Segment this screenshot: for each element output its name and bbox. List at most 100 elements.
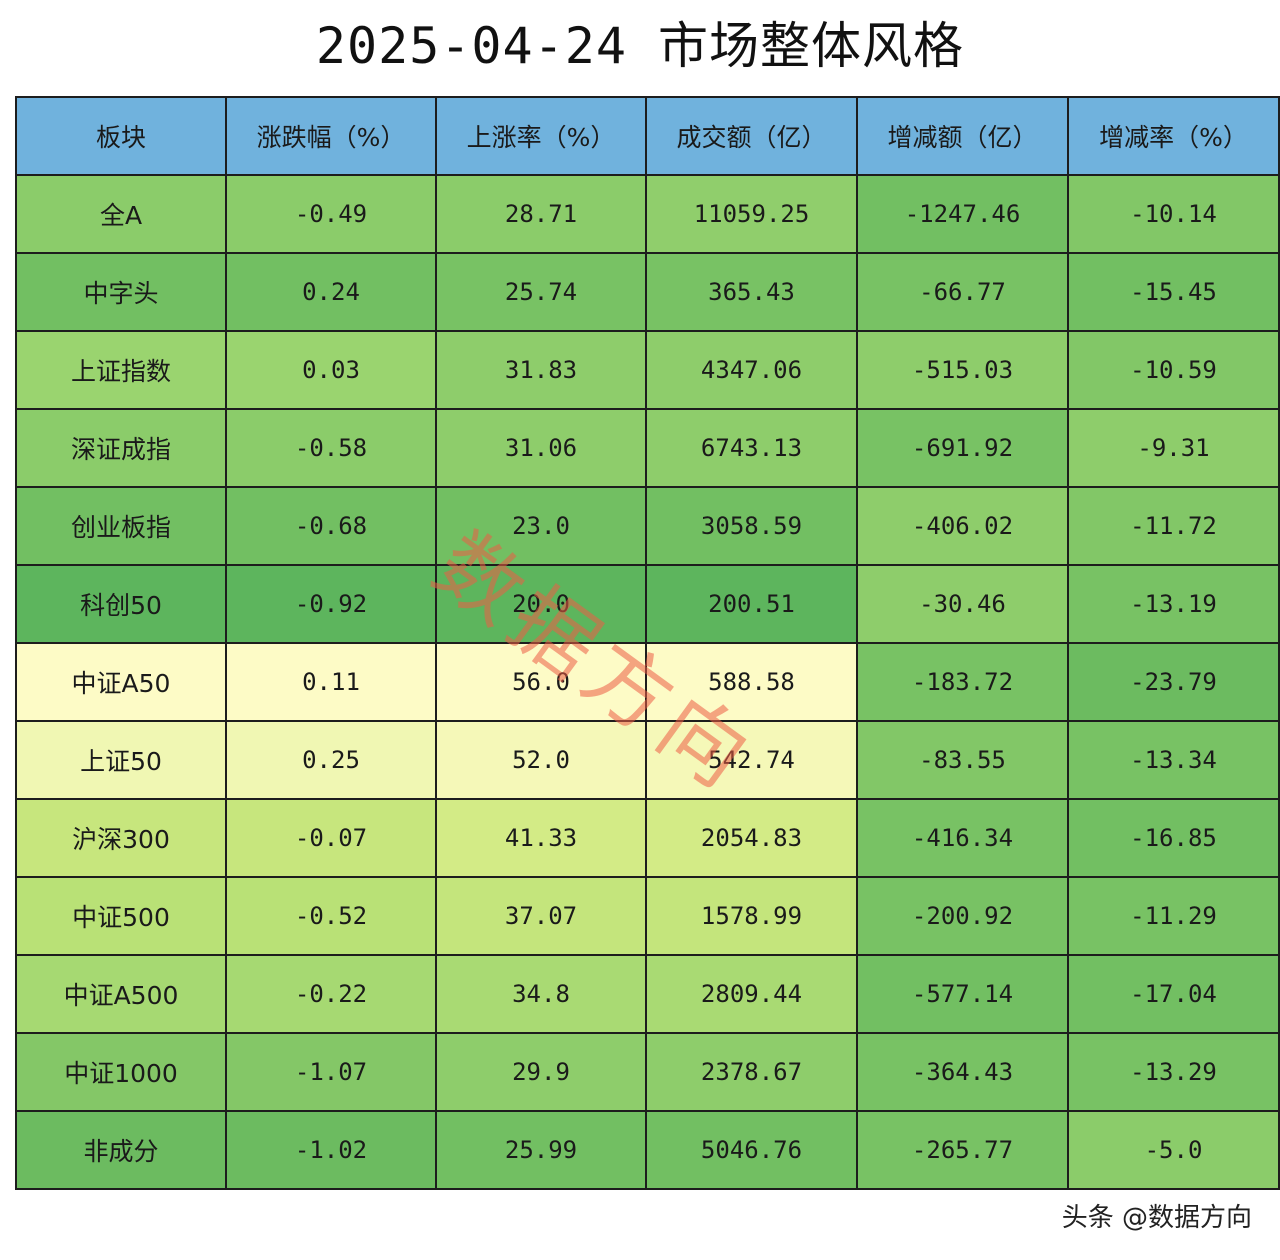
value-cell: 0.11 bbox=[225, 642, 437, 722]
value-cell: -13.29 bbox=[1067, 1032, 1280, 1112]
row-label-cell: 中证500 bbox=[15, 876, 227, 956]
value-cell: -11.72 bbox=[1067, 486, 1280, 566]
value-cell: -406.02 bbox=[856, 486, 1069, 566]
table-body: 全A -0.49 28.71 11059.25 -1247.46 -10.14 中字头 0.2… bbox=[15, 174, 1280, 1190]
value-cell: 11059.25 bbox=[645, 174, 858, 254]
value-cell: 365.43 bbox=[645, 252, 858, 332]
value-cell: 23.0 bbox=[435, 486, 647, 566]
value-cell: 31.83 bbox=[435, 330, 647, 410]
row-label-cell: 科创50 bbox=[15, 564, 227, 644]
value-cell: -0.68 bbox=[225, 486, 437, 566]
value-cell: -1.02 bbox=[225, 1110, 437, 1190]
row-label-cell: 沪深300 bbox=[15, 798, 227, 878]
value-cell: -364.43 bbox=[856, 1032, 1069, 1112]
value-cell: 52.0 bbox=[435, 720, 647, 800]
value-cell: 29.9 bbox=[435, 1032, 647, 1112]
value-cell: -83.55 bbox=[856, 720, 1069, 800]
data-table: 板块 涨跌幅（%） 上涨率（%） 成交额（亿） 增减额（亿） 增减率（%） 全A -0.49… bbox=[15, 96, 1280, 1190]
value-cell: -200.92 bbox=[856, 876, 1069, 956]
table-header-row: 板块 涨跌幅（%） 上涨率（%） 成交额（亿） 增减额（亿） 增减率（%） bbox=[15, 96, 1280, 176]
value-cell: -15.45 bbox=[1067, 252, 1280, 332]
value-cell: 41.33 bbox=[435, 798, 647, 878]
value-cell: -0.52 bbox=[225, 876, 437, 956]
column-header: 增减额（亿） bbox=[856, 96, 1069, 176]
value-cell: 25.74 bbox=[435, 252, 647, 332]
value-cell: 34.8 bbox=[435, 954, 647, 1034]
table-row: 科创50 -0.92 20.0 200.51 -30.46 -13.19 bbox=[15, 564, 1280, 644]
table-row: 中证A50 0.11 56.0 588.58 -183.72 -23.79 bbox=[15, 642, 1280, 722]
value-cell: -1.07 bbox=[225, 1032, 437, 1112]
value-cell: 2809.44 bbox=[645, 954, 858, 1034]
value-cell: 2054.83 bbox=[645, 798, 858, 878]
value-cell: 20.0 bbox=[435, 564, 647, 644]
column-header: 板块 bbox=[15, 96, 227, 176]
value-cell: 2378.67 bbox=[645, 1032, 858, 1112]
value-cell: 56.0 bbox=[435, 642, 647, 722]
value-cell: -265.77 bbox=[856, 1110, 1069, 1190]
value-cell: -5.0 bbox=[1067, 1110, 1280, 1190]
row-label-cell: 深证成指 bbox=[15, 408, 227, 488]
value-cell: -691.92 bbox=[856, 408, 1069, 488]
column-header: 成交额（亿） bbox=[645, 96, 858, 176]
value-cell: -10.59 bbox=[1067, 330, 1280, 410]
value-cell: -17.04 bbox=[1067, 954, 1280, 1034]
value-cell: -9.31 bbox=[1067, 408, 1280, 488]
table-row: 创业板指 -0.68 23.0 3058.59 -406.02 -11.72 bbox=[15, 486, 1280, 566]
value-cell: -13.34 bbox=[1067, 720, 1280, 800]
row-label-cell: 非成分 bbox=[15, 1110, 227, 1190]
footer-credit: 头条 @数据方向 bbox=[1061, 1203, 1252, 1233]
table-row: 中证A500 -0.22 34.8 2809.44 -577.14 -17.04 bbox=[15, 954, 1280, 1034]
table-row: 上证50 0.25 52.0 542.74 -83.55 -13.34 bbox=[15, 720, 1280, 800]
value-cell: -515.03 bbox=[856, 330, 1069, 410]
value-cell: -0.92 bbox=[225, 564, 437, 644]
value-cell: 542.74 bbox=[645, 720, 858, 800]
value-cell: -0.22 bbox=[225, 954, 437, 1034]
value-cell: -416.34 bbox=[856, 798, 1069, 878]
value-cell: -0.58 bbox=[225, 408, 437, 488]
value-cell: -16.85 bbox=[1067, 798, 1280, 878]
value-cell: 25.99 bbox=[435, 1110, 647, 1190]
value-cell: -0.07 bbox=[225, 798, 437, 878]
row-label-cell: 中证A50 bbox=[15, 642, 227, 722]
value-cell: 31.06 bbox=[435, 408, 647, 488]
value-cell: 4347.06 bbox=[645, 330, 858, 410]
value-cell: 0.03 bbox=[225, 330, 437, 410]
value-cell: 37.07 bbox=[435, 876, 647, 956]
row-label-cell: 上证50 bbox=[15, 720, 227, 800]
value-cell: -10.14 bbox=[1067, 174, 1280, 254]
value-cell: -66.77 bbox=[856, 252, 1069, 332]
value-cell: 28.71 bbox=[435, 174, 647, 254]
column-header: 上涨率（%） bbox=[435, 96, 647, 176]
value-cell: -1247.46 bbox=[856, 174, 1069, 254]
page-title: 2025-04-24 市场整体风格 bbox=[315, 17, 965, 75]
table-row: 中证1000 -1.07 29.9 2378.67 -364.43 -13.29 bbox=[15, 1032, 1280, 1112]
value-cell: 5046.76 bbox=[645, 1110, 858, 1190]
market-style-table: 板块 涨跌幅（%） 上涨率（%） 成交额（亿） 增减额（亿） 增减率（%） 全A -0.49… bbox=[15, 96, 1280, 1191]
row-label-cell: 上证指数 bbox=[15, 330, 227, 410]
table-row: 中证500 -0.52 37.07 1578.99 -200.92 -11.29 bbox=[15, 876, 1280, 956]
value-cell: 0.25 bbox=[225, 720, 437, 800]
value-cell: -23.79 bbox=[1067, 642, 1280, 722]
table-row: 全A -0.49 28.71 11059.25 -1247.46 -10.14 bbox=[15, 174, 1280, 254]
column-header: 增减率（%） bbox=[1067, 96, 1280, 176]
value-cell: -183.72 bbox=[856, 642, 1069, 722]
value-cell: -30.46 bbox=[856, 564, 1069, 644]
value-cell: 200.51 bbox=[645, 564, 858, 644]
value-cell: 6743.13 bbox=[645, 408, 858, 488]
value-cell: 3058.59 bbox=[645, 486, 858, 566]
value-cell: 1578.99 bbox=[645, 876, 858, 956]
value-cell: 588.58 bbox=[645, 642, 858, 722]
row-label-cell: 中证A500 bbox=[15, 954, 227, 1034]
table-row: 沪深300 -0.07 41.33 2054.83 -416.34 -16.85 bbox=[15, 798, 1280, 878]
value-cell: 0.24 bbox=[225, 252, 437, 332]
value-cell: -13.19 bbox=[1067, 564, 1280, 644]
value-cell: -11.29 bbox=[1067, 876, 1280, 956]
row-label-cell: 中证1000 bbox=[15, 1032, 227, 1112]
value-cell: -577.14 bbox=[856, 954, 1069, 1034]
row-label-cell: 创业板指 bbox=[15, 486, 227, 566]
value-cell: -0.49 bbox=[225, 174, 437, 254]
row-label-cell: 中字头 bbox=[15, 252, 227, 332]
table-row: 深证成指 -0.58 31.06 6743.13 -691.92 -9.31 bbox=[15, 408, 1280, 488]
column-header: 涨跌幅（%） bbox=[225, 96, 437, 176]
row-label-cell: 全A bbox=[15, 174, 227, 254]
